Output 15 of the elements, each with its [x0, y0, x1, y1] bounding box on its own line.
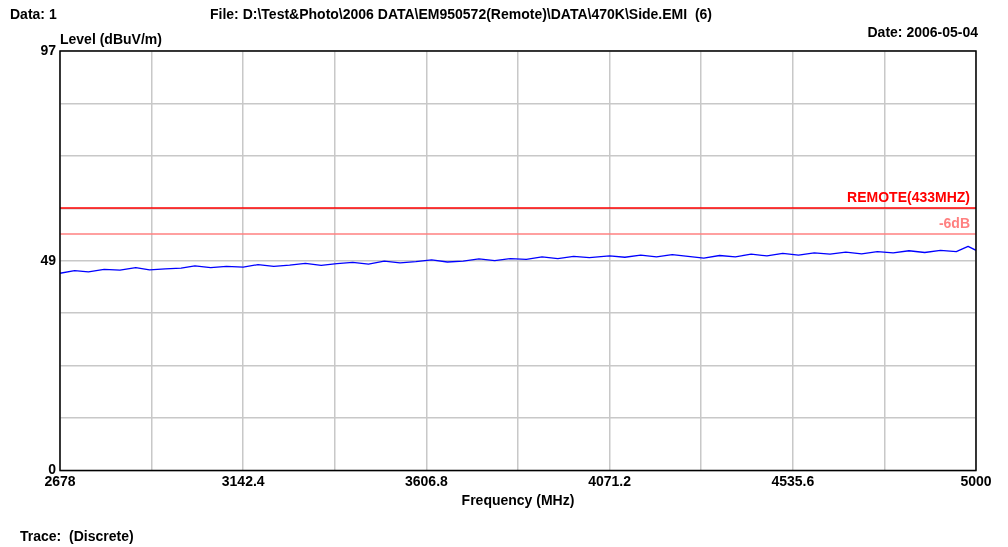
- text: Data: 1: [10, 6, 57, 22]
- x-axis-title: Frequency (MHz): [461, 492, 575, 509]
- x-tick-label: 4071.2: [588, 472, 632, 489]
- y-axis-title: Level (dBuV/m): [60, 30, 162, 47]
- x-tick-label: 5000: [960, 472, 992, 489]
- x-tick-label: 3142.4: [221, 472, 265, 489]
- x-tick-label: 3606.8: [404, 472, 449, 489]
- text: File: D:\Test&Photo\2006 DATA\EM950572(Remote)\DATA\470K\Side.EMI (6): [210, 6, 713, 22]
- x-tick-label: 4535.6: [771, 472, 815, 489]
- ref-line-label: REMOTE(433MHZ): [847, 188, 970, 205]
- text: Date: 2006-05-04: [867, 24, 978, 40]
- text: Trace: (Discrete): [20, 528, 134, 544]
- y-tick-label: 97: [40, 41, 57, 58]
- ref-line-label: -6dB: [938, 214, 970, 231]
- y-tick-label: 49: [40, 251, 57, 268]
